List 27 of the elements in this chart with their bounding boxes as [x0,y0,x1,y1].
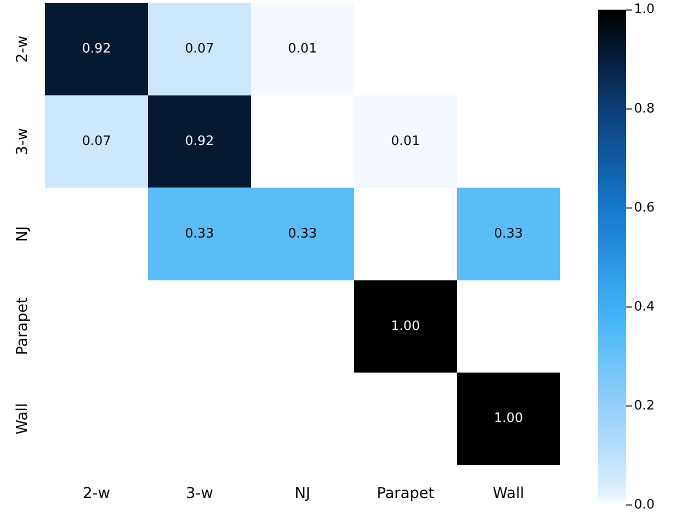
data-label: 0.33 [185,226,214,242]
y-tick-label: Parapet [12,298,31,356]
color-bar-label: 0.0 [634,498,655,513]
color-bar-label: 0.2 [634,398,655,414]
x-tick-label: 2-w [82,484,110,502]
x-tick-label: 3-w [186,484,214,502]
y-tick-label: NJ [12,226,31,242]
x-tick-label: NJ [294,484,310,502]
y-tick-label: Wall [12,403,31,435]
color-bar-label: 0.4 [634,299,655,314]
data-label: 0.33 [288,226,317,242]
data-label: 0.33 [494,226,523,242]
data-label: 0.07 [82,134,111,149]
data-label: 1.00 [391,318,420,334]
x-tick-label: Wall [492,484,524,502]
data-label: 0.01 [391,134,420,149]
x-tick-label: Parapet [376,484,434,502]
color-bar-label: 1.0 [634,2,655,18]
data-label: 0.07 [185,42,214,57]
data-label: 0.92 [185,134,214,149]
data-label: 1.00 [494,411,523,426]
data-label: 0.01 [288,42,317,57]
y-tick-label: 2-w [12,36,31,63]
y-tick-label: 3-w [12,128,31,156]
data-label: 0.92 [82,42,111,57]
color-bar-label: 0.6 [634,200,655,216]
color-bar-label: 0.8 [634,101,655,116]
